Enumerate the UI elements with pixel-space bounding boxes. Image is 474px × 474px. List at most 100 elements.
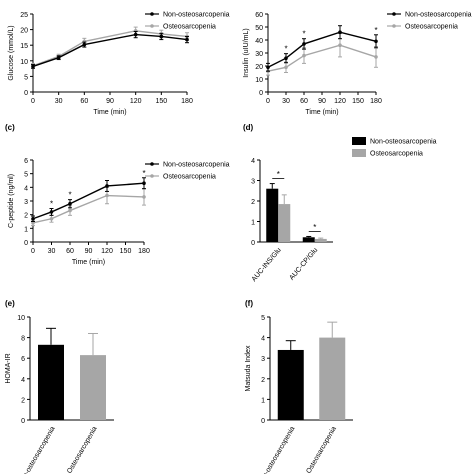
y-tick-label: 0: [259, 90, 263, 97]
x-tick-label: 60: [66, 248, 74, 255]
data-point: [284, 56, 288, 60]
significance-star: *: [302, 30, 305, 39]
legend-label: Osteosarcopenia: [370, 151, 423, 158]
data-point: [302, 53, 306, 58]
data-point: [266, 65, 270, 70]
y-axis-label: Glucose (mmol/L): [8, 25, 15, 80]
x-axis-label: Time (min): [93, 109, 126, 116]
x-tick-label: Osteosarcopenia: [305, 425, 338, 474]
significance-star: *: [277, 170, 280, 179]
x-tick-label: 30: [55, 98, 63, 105]
y-tick-label: 5: [24, 74, 28, 81]
y-tick-label: 10: [20, 59, 28, 66]
y-tick-label: 0: [24, 240, 28, 247]
x-tick-label: 90: [85, 248, 93, 255]
x-axis-label: Time (min): [72, 259, 105, 266]
significance-star: *: [284, 45, 287, 54]
y-tick-label: 2: [21, 397, 25, 404]
panel-label: (e): [5, 299, 15, 308]
data-point: [159, 34, 164, 39]
data-point: [338, 43, 342, 47]
data-point: [31, 64, 35, 69]
x-tick-label: 60: [300, 98, 308, 105]
data-point: [31, 216, 35, 221]
data-point: [185, 37, 189, 42]
x-tick-label: 0: [31, 248, 35, 255]
x-tick-label: 150: [352, 98, 364, 105]
data-point: [284, 65, 288, 70]
legend-marker: [150, 174, 154, 178]
y-tick-label: 50: [255, 25, 263, 32]
x-tick-label: Osteosarcopenia: [66, 425, 99, 474]
y-tick-label: 20: [255, 64, 263, 71]
y-tick-label: 3: [24, 199, 28, 206]
data-point: [142, 181, 146, 186]
y-tick-label: 3: [261, 356, 265, 363]
data-point: [338, 30, 342, 34]
panel-a: 0 5 10 15 20 25 0 30 60 90 120 150 180 Time (min) Gluc…: [8, 12, 230, 117]
y-tick-label: 2: [24, 213, 28, 220]
data-point: [68, 201, 72, 206]
series-line: [32, 33, 188, 68]
x-tick-label: 90: [106, 98, 114, 105]
x-tick-label: 180: [181, 98, 193, 105]
significance-star: *: [142, 169, 145, 178]
bar: [314, 238, 327, 242]
data-point: [49, 210, 54, 214]
significance-star: *: [68, 191, 71, 200]
y-tick-label: 4: [21, 377, 25, 384]
data-point: [374, 39, 378, 44]
data-point: [105, 184, 109, 188]
x-tick-label: Non-osteosarcopenia: [17, 425, 56, 474]
legend-marker: [392, 24, 396, 28]
x-tick-label: 120: [130, 98, 142, 105]
y-tick-label: 4: [251, 158, 255, 165]
y-tick-label: 0: [24, 90, 28, 97]
significance-star: *: [313, 223, 316, 232]
y-tick-label: 8: [21, 336, 25, 343]
y-tick-label: 1: [251, 220, 255, 227]
legend-label: Non-osteosarcopenia: [370, 139, 437, 146]
x-tick-label: 120: [334, 98, 346, 105]
y-tick-label: 1: [261, 397, 265, 404]
legend-label: Non-osteosarcopenia: [163, 162, 230, 169]
legend-marker: [150, 24, 154, 28]
y-tick-label: 10: [255, 77, 263, 84]
y-tick-label: 20: [20, 28, 28, 35]
y-tick-label: 6: [24, 158, 28, 165]
series-line: [32, 30, 188, 67]
panel-label: (d): [243, 123, 254, 132]
x-tick-label: Non-osteosarcopenia: [257, 425, 296, 474]
panel-f: 0 1 2 3 4 5 Matsuda Index Non-osteosarcopenia Os…: [245, 299, 353, 474]
data-point: [133, 32, 138, 37]
bar: [277, 349, 304, 420]
legend-swatch: [352, 149, 366, 157]
y-tick-label: 0: [251, 240, 255, 247]
x-tick-label: 30: [48, 248, 56, 255]
data-point: [374, 55, 378, 59]
bar: [38, 344, 64, 420]
x-tick-label: 60: [80, 98, 88, 105]
panel-b: 0 10 20 30 40 50 60 0 30 60 90 120 150 180 Time (min) I…: [243, 12, 472, 117]
y-tick-label: 3: [251, 179, 255, 186]
legend-label: Osteosarcopenia: [405, 24, 458, 31]
legend-marker: [392, 12, 396, 16]
bar: [319, 337, 346, 420]
data-point: [56, 55, 61, 60]
x-tick-label: 180: [370, 98, 382, 105]
x-tick-label: 90: [318, 98, 326, 105]
y-tick-label: 40: [255, 38, 263, 45]
y-tick-label: 5: [24, 172, 28, 179]
bar: [266, 188, 279, 242]
y-tick-label: 6: [21, 356, 25, 363]
legend-label: Non-osteosarcopenia: [163, 12, 230, 19]
y-tick-label: 2: [261, 377, 265, 384]
data-point: [68, 208, 72, 213]
x-tick-label: 150: [120, 248, 132, 255]
data-point: [105, 193, 109, 198]
significance-star: *: [50, 200, 53, 209]
y-tick-label: 15: [20, 43, 28, 50]
y-tick-label: 10: [17, 315, 25, 322]
